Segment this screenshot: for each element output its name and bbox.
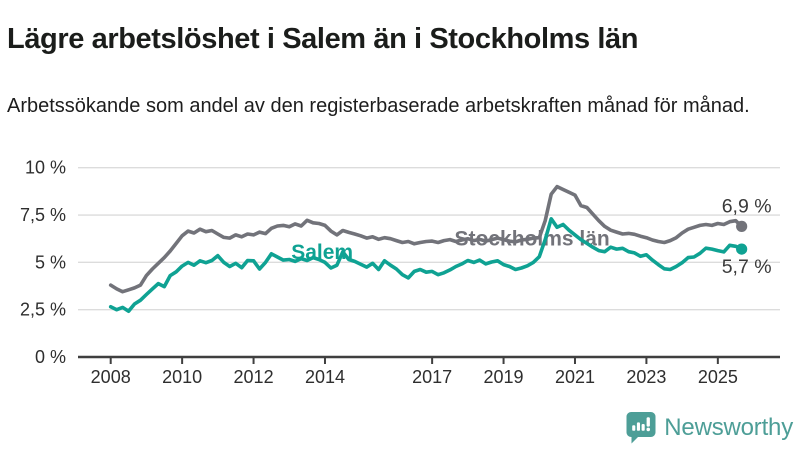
x-axis-label-2023: 2023 (626, 367, 666, 387)
series-endpoint-dot-stockholms-l-n (736, 220, 748, 232)
x-axis-label-2012: 2012 (234, 367, 274, 387)
x-axis-label-2008: 2008 (91, 367, 131, 387)
newsworthy-logo: Newsworthy (626, 411, 793, 444)
bar-chart-speech-bubble-icon (626, 412, 656, 444)
page-title: Lägre arbetslöshet i Salem än i Stockhol… (7, 23, 639, 56)
x-axis-label-2014: 2014 (305, 367, 345, 387)
y-axis-label-5: 5 % (35, 252, 66, 272)
y-axis-label-0: 0 % (35, 347, 66, 367)
x-axis-label-2017: 2017 (412, 367, 452, 387)
x-axis-label-2019: 2019 (484, 367, 524, 387)
y-axis-label-7.5: 7,5 % (20, 205, 66, 225)
end-value-label-stockholms-l-n: 6,9 % (722, 195, 772, 217)
y-axis-label-10: 10 % (25, 158, 66, 178)
chart-subtitle: Arbetssökande som andel av den registerb… (7, 95, 750, 117)
series-line-salem (108, 217, 744, 314)
x-axis-label-2010: 2010 (162, 367, 202, 387)
logo-text: Newsworthy (664, 413, 793, 441)
x-axis-label-2021: 2021 (555, 367, 595, 387)
x-axis-label-2025: 2025 (698, 367, 738, 387)
series-endpoint-dot-salem (736, 243, 748, 255)
series-label-salem: Salem (291, 241, 353, 264)
end-value-label-salem: 5,7 % (722, 256, 772, 278)
y-axis-label-2.5: 2,5 % (20, 300, 66, 320)
series-label-stockholms-l-n: Stockholms län (455, 227, 610, 250)
series-line-stockholms-l-n (108, 184, 744, 294)
